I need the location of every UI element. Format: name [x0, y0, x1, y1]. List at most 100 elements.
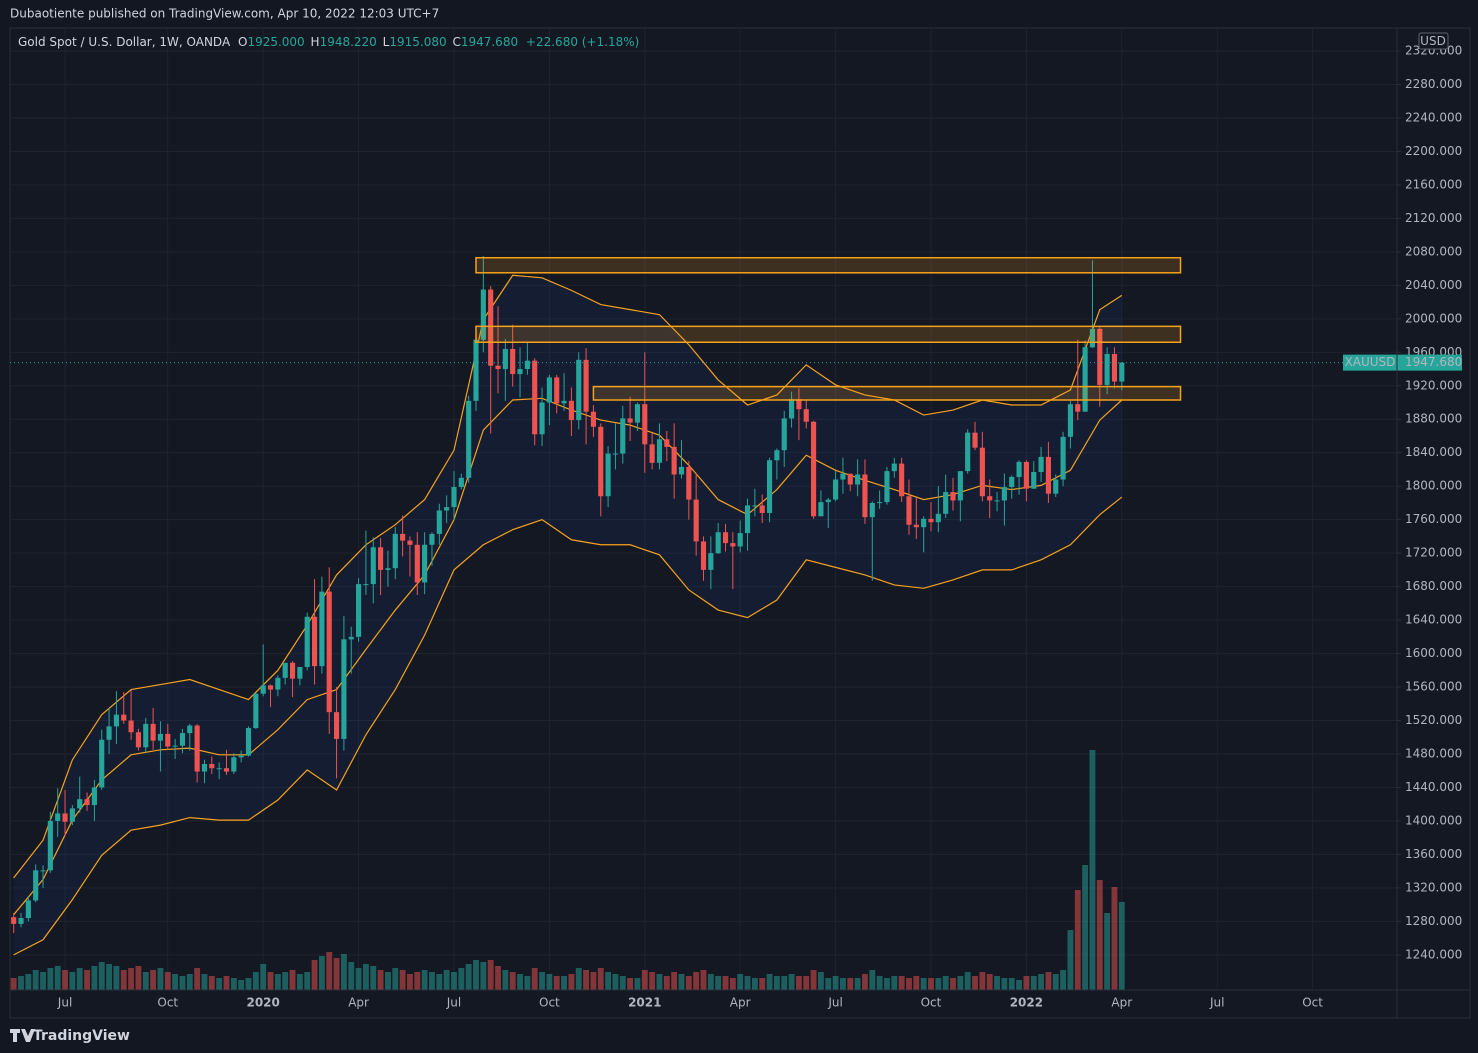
candle-body [796, 399, 802, 410]
volume-bar [605, 972, 612, 990]
volume-bar [964, 972, 971, 990]
volume-bar [318, 956, 325, 990]
volume-bar [480, 962, 487, 990]
candle-body [165, 733, 171, 747]
candle-body [678, 466, 685, 475]
volume-bar [487, 960, 494, 990]
volume-bar [385, 972, 391, 990]
brand-name: TradingView [33, 1028, 130, 1044]
volume-bar [76, 968, 83, 990]
volume-bar [495, 966, 501, 990]
volume-bar [194, 968, 201, 990]
volume-bar [839, 978, 846, 990]
volume-bar [583, 970, 590, 990]
candle-body [260, 685, 266, 694]
candle-body [1045, 456, 1051, 494]
y-tick-label: 1400.000 [1405, 813, 1462, 827]
volume-bar [825, 978, 832, 990]
volume-bar [729, 978, 736, 990]
candle-body [363, 584, 369, 586]
volume-bar [524, 976, 531, 990]
logo-mark [10, 1029, 35, 1042]
y-tick-label: 1680.000 [1405, 579, 1462, 593]
volume-bar [641, 970, 648, 990]
volume-bar [135, 966, 142, 990]
y-tick-label: 2280.000 [1405, 77, 1462, 91]
candle-body [855, 474, 861, 485]
candle-body [69, 808, 75, 822]
volume-bar [164, 972, 171, 990]
volume-bar [913, 976, 920, 990]
candle-body [1089, 328, 1096, 348]
volume-bar [1023, 976, 1030, 990]
candle-body [833, 479, 839, 500]
candle-body [311, 616, 318, 667]
price-tag-symbol-bg [1343, 354, 1398, 371]
volume-bar [627, 978, 634, 990]
volume-bar [260, 964, 267, 990]
candle-body [877, 502, 883, 504]
volume-bar [208, 976, 215, 990]
candle-body [627, 418, 633, 423]
tradingview-logo[interactable]: TradingView [10, 1028, 130, 1044]
volume-bar [612, 974, 619, 990]
volume-bar [700, 970, 707, 990]
volume-bar [1067, 930, 1074, 990]
x-tick-label: Oct [921, 996, 942, 1010]
volume-bar [575, 968, 582, 990]
volume-bar [942, 976, 949, 990]
x-tick-label: Apr [730, 996, 751, 1010]
y-tick-label: 1240.000 [1405, 947, 1462, 961]
volume-bar [1082, 865, 1089, 990]
candle-body [568, 400, 574, 421]
candle-body [737, 533, 743, 547]
volume-bar [950, 978, 956, 990]
candle-body [179, 733, 186, 746]
candle-body [245, 728, 252, 756]
legend-high: 1948.220 [320, 35, 377, 49]
candle-body [693, 499, 699, 542]
candle-body [994, 500, 1000, 502]
x-tick-label: Apr [1111, 996, 1132, 1010]
y-tick-label: 2200.000 [1405, 144, 1462, 158]
candle-body [356, 584, 362, 637]
x-tick-label: 2022 [1010, 996, 1043, 1010]
volume-bar [553, 976, 560, 990]
candle-body [561, 400, 567, 404]
legend-open: 1925.000 [247, 35, 304, 49]
volume-bar [62, 970, 68, 990]
volume-bar [465, 964, 472, 990]
candle-body [1031, 471, 1037, 489]
volume-bar [1074, 890, 1081, 990]
volume-bar [98, 962, 105, 990]
candle-body [1097, 328, 1103, 385]
volume-bar [876, 976, 883, 990]
sr-zone [475, 256, 1182, 274]
volume-bar [223, 976, 230, 990]
candle-body [708, 553, 714, 570]
volume-bar [1038, 974, 1045, 990]
y-tick-label: 1520.000 [1405, 713, 1462, 727]
volume-bar [957, 976, 964, 990]
candle-body [921, 518, 927, 528]
candle-body [913, 524, 919, 528]
band-fill [13, 275, 1122, 955]
candle-body [11, 917, 17, 924]
y-tick-label: 1760.000 [1405, 512, 1462, 526]
candle-body [598, 426, 604, 497]
candle-body [18, 918, 24, 924]
volume-bar [10, 978, 17, 990]
candle-body [334, 712, 340, 739]
legend-open-label: O [238, 35, 247, 49]
volume-bar [832, 976, 839, 990]
volume-bar [333, 958, 340, 990]
candle-body [495, 365, 501, 370]
candle-body [554, 377, 560, 404]
volume-bar [436, 974, 443, 990]
candle-body [267, 685, 274, 690]
y-tick-label: 1600.000 [1405, 646, 1462, 660]
currency-box[interactable] [1418, 32, 1449, 50]
candle-body [400, 533, 406, 541]
volume-bar [120, 970, 127, 990]
y-tick-label: 1280.000 [1405, 914, 1462, 928]
